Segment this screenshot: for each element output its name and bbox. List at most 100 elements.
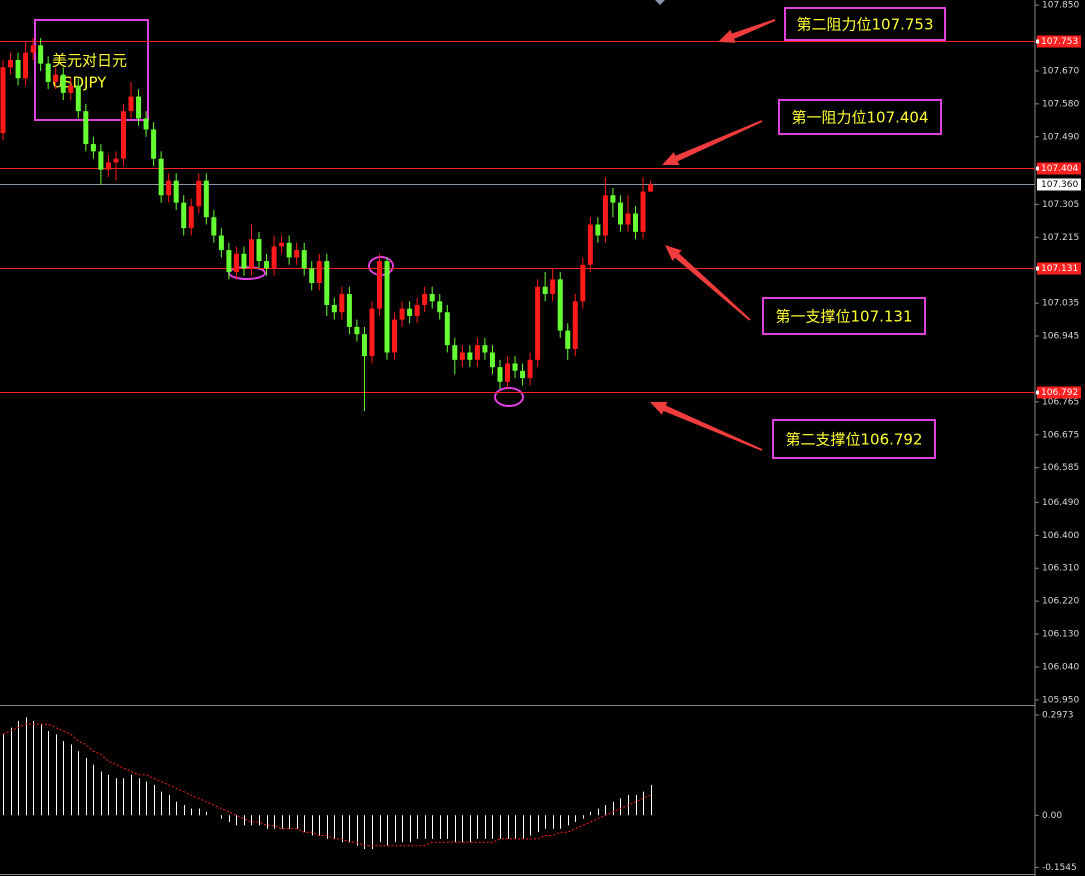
candle-body [482,345,488,353]
candle-body [211,217,217,236]
candle-body [339,293,345,313]
candle-body [264,261,270,269]
level-tag-dot [1036,266,1039,271]
candle-body [8,59,14,68]
y-tick-label: 106.220 [1042,597,1079,607]
annotation-box [784,7,946,41]
candle-body [437,301,443,313]
annotation-box [772,419,936,459]
y-tick-label: 105.950 [1042,695,1079,705]
y-tick-label: 107.580 [1042,99,1079,109]
candle-body [60,74,66,93]
candle-body [271,246,277,269]
level-tag-dot [1036,390,1039,395]
candle-body [399,308,405,320]
candle-body [407,308,413,316]
candle-body [113,158,119,163]
level-tag [1037,162,1081,175]
candle-body [218,235,224,251]
candle-body [256,239,262,262]
y-tick-label: 106.765 [1042,397,1079,407]
current-price-label: 107.360 [1041,180,1078,190]
annotation-box [778,99,942,135]
candle-body [279,242,285,247]
candle-body [361,334,367,357]
level-label: 106.792 [1041,388,1078,398]
candle-body [354,326,360,335]
candle-body [203,180,209,218]
y-tick-label: 107.305 [1042,200,1079,210]
candle-body [474,345,480,360]
candle-body [173,180,179,203]
candle-body [497,367,503,382]
annotation-text: 第一支撑位107.131 [775,308,912,326]
candle-body [369,308,375,357]
candle-body [610,195,616,203]
candle-body [640,191,646,232]
candle-body [595,224,601,236]
annotation-box [762,297,926,335]
candle-body [422,293,428,305]
y-tick-label: 106.130 [1042,630,1079,640]
candle-body [625,213,631,225]
level-tag [1037,386,1081,399]
candle-body [316,261,322,284]
y-tick-label: 107.215 [1042,233,1079,243]
y-tick-label: 107.670 [1042,66,1079,76]
y-tick-label: 0.2973 [1042,710,1074,720]
y-tick-label: 106.310 [1042,564,1079,574]
candle-body [301,250,307,269]
signal-line [2,723,651,847]
level-label: 107.753 [1041,37,1078,47]
annotation-text: 第一阻力位107.404 [791,109,928,127]
chart-subtitle: USDJPY [52,74,107,92]
y-tick-label: 106.040 [1042,662,1079,672]
candle-body [68,85,74,93]
candle-body [331,304,337,313]
candle-body [181,202,187,229]
candle-body [38,45,44,64]
candle-body [550,279,556,294]
candle-body [587,224,593,265]
annotation-arrow [718,19,776,43]
y-tick-label: -0.1545 [1042,863,1077,873]
candle-body [196,180,202,207]
candle-body [15,59,21,79]
candle-body [83,111,89,145]
highlight-ellipse [494,387,524,407]
candle-body [557,279,563,331]
annotation-text: 第二阻力位107.753 [796,16,933,34]
annotation-arrow [665,245,751,321]
candle-body [233,253,239,273]
chart-title: 美元对日元 [52,52,127,70]
y-tick-label: 107.490 [1042,132,1079,142]
candle-body [151,129,157,159]
candle-body [346,293,352,327]
scroll-marker [655,0,665,5]
candle-body [136,96,142,119]
candle-body [128,96,134,112]
level-tag-dot [1036,166,1039,171]
candle-body [0,67,6,134]
annotation-arrow [650,401,763,451]
level-tag [1037,35,1081,48]
candle-body [444,312,450,346]
level-label: 107.404 [1041,164,1078,174]
y-tick-label: 106.585 [1042,463,1079,473]
candle-body [98,151,104,170]
candle-body [580,264,586,302]
candle-body [53,74,59,82]
y-tick-label: 107.035 [1042,299,1079,309]
y-tick-label: 106.490 [1042,498,1079,508]
y-tick-label: 107.850 [1042,1,1079,11]
candle-body [105,162,111,170]
candle-body [535,286,541,360]
candle-body [384,261,390,353]
candle-body [572,301,578,349]
candle-body [377,261,382,309]
candle-body [467,352,473,360]
candle-body [30,45,36,53]
candle-body [143,118,149,130]
candle-body [459,352,465,360]
candle-body [324,261,330,305]
